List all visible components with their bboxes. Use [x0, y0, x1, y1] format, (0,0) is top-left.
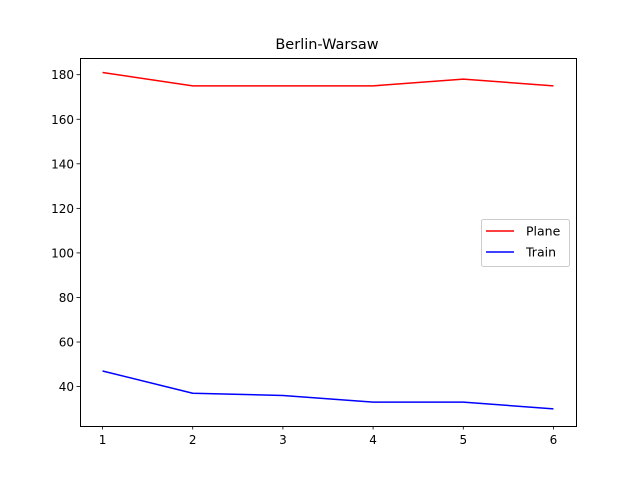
- chart-title: Berlin-Warsaw: [275, 37, 378, 53]
- series-line-plane: [102, 71, 554, 87]
- legend-label-plane: Plane: [526, 224, 561, 239]
- y-tick-label: 100: [51, 246, 74, 260]
- x-tick-label: 1: [99, 433, 107, 447]
- y-tick-label: 40: [59, 380, 74, 394]
- y-tick-label: 180: [51, 68, 74, 82]
- y-tick-label: 60: [59, 336, 74, 350]
- y-tick-label: 120: [51, 202, 74, 216]
- x-tick-label: 3: [279, 433, 287, 447]
- y-tick-label: 80: [59, 291, 74, 305]
- x-tick-label: 4: [369, 433, 377, 447]
- legend: Plane Train: [481, 219, 570, 267]
- plot-frame: [80, 58, 577, 427]
- x-tick-label: 6: [550, 433, 558, 447]
- legend-label-train: Train: [525, 245, 556, 260]
- x-tick-label: 5: [459, 433, 467, 447]
- x-tick-label: 2: [189, 433, 197, 447]
- y-tick-label: 140: [51, 157, 74, 171]
- series-line-train: [102, 370, 554, 410]
- y-tick-label: 160: [51, 113, 74, 127]
